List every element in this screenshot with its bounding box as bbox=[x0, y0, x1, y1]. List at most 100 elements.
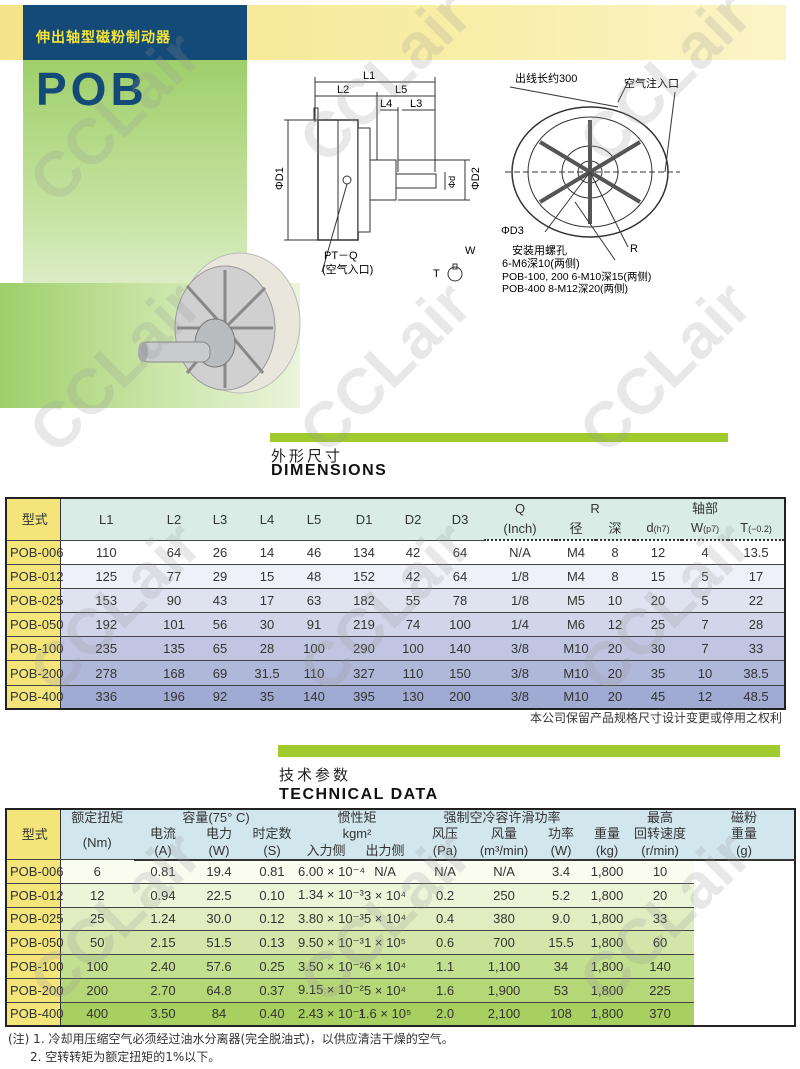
col-slip-power-unit: (W) bbox=[534, 842, 589, 861]
table-row: POB-100 100 2.40 57.6 0.25 3.50 × 10⁻² 6 × 10⁴… bbox=[6, 954, 795, 979]
table-cell: 1.24 bbox=[134, 906, 192, 931]
table-cell: 100 bbox=[290, 636, 338, 661]
col-shaft: 轴部 bbox=[682, 498, 729, 518]
col-model: 型式 bbox=[6, 498, 61, 540]
col-power: 电力 bbox=[192, 826, 246, 843]
col-maxspeed-2: 回转速度 bbox=[626, 826, 695, 843]
table-cell: 1.6 × 10⁵ bbox=[354, 1001, 417, 1027]
label-holes-2: POB-100, 200 6-M10深15(两侧) bbox=[502, 270, 651, 283]
label-port-cn: (空气入口) bbox=[322, 262, 373, 276]
front-view-diagram: 出线长约300 空气注入口 ΦD3 R 安装用螺孔 6-M6深10(两侧) PO… bbox=[501, 71, 680, 295]
label-D3: ΦD3 bbox=[501, 225, 524, 237]
table-cell: 20 bbox=[634, 587, 683, 613]
table-row: POB-012 12 0.94 22.5 0.10 1.34 × 10⁻³ 3 × 10⁴ 0… bbox=[6, 882, 795, 908]
table-cell: 3.4 bbox=[534, 859, 589, 884]
col-inertia: 惯性矩 bbox=[298, 809, 417, 826]
col-torque: 额定扭矩 bbox=[60, 809, 134, 826]
table-cell: 4 bbox=[682, 539, 729, 565]
table-cell: 336 bbox=[60, 684, 152, 710]
col-model: 型式 bbox=[6, 809, 61, 860]
table-cell: 1,800 bbox=[588, 1001, 627, 1027]
table-cell: 48.5 bbox=[728, 684, 785, 710]
table-cell: 0.10 bbox=[246, 882, 299, 908]
col-weight-unit: (kg) bbox=[588, 842, 627, 861]
table-cell: 30 bbox=[634, 636, 683, 661]
notes: (注) 1. 冷却用压缩空气必须经过油水分离器(完全脱油式)，以供应清洁干燥的空… bbox=[8, 1030, 454, 1066]
label-holes: 安装用螺孔 bbox=[512, 243, 567, 257]
table-cell: 10 bbox=[626, 859, 695, 884]
label-port: PT－Q bbox=[324, 250, 358, 262]
col-W: W(p7) bbox=[682, 518, 729, 541]
table-cell: 3/8 bbox=[484, 636, 556, 661]
table-cell: 84 bbox=[192, 1001, 246, 1027]
table-cell: 63 bbox=[290, 587, 338, 613]
technical-title-en: TECHNICAL DATA bbox=[279, 786, 439, 803]
table-cell: 74 bbox=[390, 612, 436, 637]
table-cell: 2.43 × 10⁻¹ bbox=[298, 1001, 364, 1027]
table-cell: 5.2 bbox=[534, 882, 589, 908]
col-D2: D2 bbox=[390, 498, 436, 540]
table-cell: 12 bbox=[682, 684, 729, 710]
col-slip-power: 功率 bbox=[534, 826, 589, 843]
model-cell: POB-050 bbox=[6, 930, 63, 955]
table-cell: 78 bbox=[436, 587, 484, 613]
table-cell: 20 bbox=[626, 882, 695, 908]
label-D1: ΦD1 bbox=[274, 167, 286, 190]
table-cell: 108 bbox=[534, 1001, 589, 1027]
table-cell: 0.81 bbox=[134, 859, 192, 884]
table-cell: 130 bbox=[390, 684, 436, 710]
table-cell: 1,800 bbox=[588, 954, 627, 979]
model-cell: POB-200 bbox=[6, 660, 63, 686]
table-cell: 0.94 bbox=[134, 882, 192, 908]
model-cell: POB-100 bbox=[6, 636, 63, 661]
table-cell: 29 bbox=[196, 563, 244, 589]
table-cell: 42 bbox=[390, 563, 436, 589]
label-L3: L3 bbox=[410, 98, 422, 110]
table-cell: M5 bbox=[556, 587, 596, 613]
table-cell: 0.6 bbox=[416, 930, 475, 955]
col-powder: 磁粉 bbox=[694, 809, 795, 826]
table-cell: 15 bbox=[244, 563, 290, 589]
col-powder-2: 重量 bbox=[694, 826, 795, 843]
label-R: R bbox=[630, 243, 638, 255]
table-cell: 77 bbox=[152, 563, 196, 589]
table-cell: 2.40 bbox=[134, 954, 192, 979]
table-cell: 100 bbox=[390, 636, 436, 661]
table-cell: M10 bbox=[556, 684, 596, 710]
table-cell: 150 bbox=[436, 660, 484, 686]
table-cell: 700 bbox=[474, 930, 535, 955]
model-cell: POB-100 bbox=[6, 954, 63, 979]
label-L2: L2 bbox=[337, 84, 349, 96]
table-cell: 0.2 bbox=[416, 882, 475, 908]
table-cell: 64 bbox=[152, 539, 196, 565]
table-cell: N/A bbox=[416, 859, 475, 884]
table-cell: 26 bbox=[196, 539, 244, 565]
col-R: R bbox=[556, 498, 635, 518]
table-row: POB-050 192 101 56 30 91 219 74 100 1/4 M6 12 25 7 28 bbox=[6, 612, 785, 637]
table-cell: 1,100 bbox=[474, 954, 535, 979]
col-L2: L2 bbox=[152, 498, 196, 540]
col-pressure-unit: (Pa) bbox=[416, 842, 475, 861]
table-cell: 28 bbox=[728, 612, 785, 637]
dimensions-title-cn: 外形尺寸 bbox=[271, 447, 344, 465]
table-cell: 278 bbox=[60, 660, 152, 686]
table-cell: 9.15 × 10⁻² bbox=[298, 977, 364, 1003]
col-L5: L5 bbox=[290, 498, 338, 540]
product-subtitle: 伸出轴型磁粉制动器 bbox=[36, 30, 171, 46]
label-holes-3: POB-400 8-M12深20(两侧) bbox=[502, 282, 628, 295]
table-cell: 5 × 10⁴ bbox=[354, 977, 417, 1003]
table-cell: 64 bbox=[436, 563, 484, 589]
section-bar bbox=[270, 433, 728, 442]
label-air-inlet: 空气注入口 bbox=[624, 76, 679, 90]
table-cell: 91 bbox=[290, 612, 338, 637]
col-weight: 重量 bbox=[588, 826, 627, 843]
table-cell: 1 × 10⁵ bbox=[354, 930, 417, 955]
table-cell: 110 bbox=[60, 539, 152, 565]
col-airflow-unit: (m³/min) bbox=[474, 842, 535, 861]
table-cell: 3 × 10⁴ bbox=[354, 882, 417, 908]
dimensions-table: 型式 L1 L2 L3 L4 L5 D1 D2 D3 Q R 轴部 (Inch)… bbox=[5, 497, 786, 711]
table-cell: 125 bbox=[60, 563, 152, 589]
table-cell: 219 bbox=[338, 612, 390, 637]
table-cell: 9.50 × 10⁻³ bbox=[298, 930, 364, 955]
col-current: 电流 bbox=[134, 826, 192, 843]
